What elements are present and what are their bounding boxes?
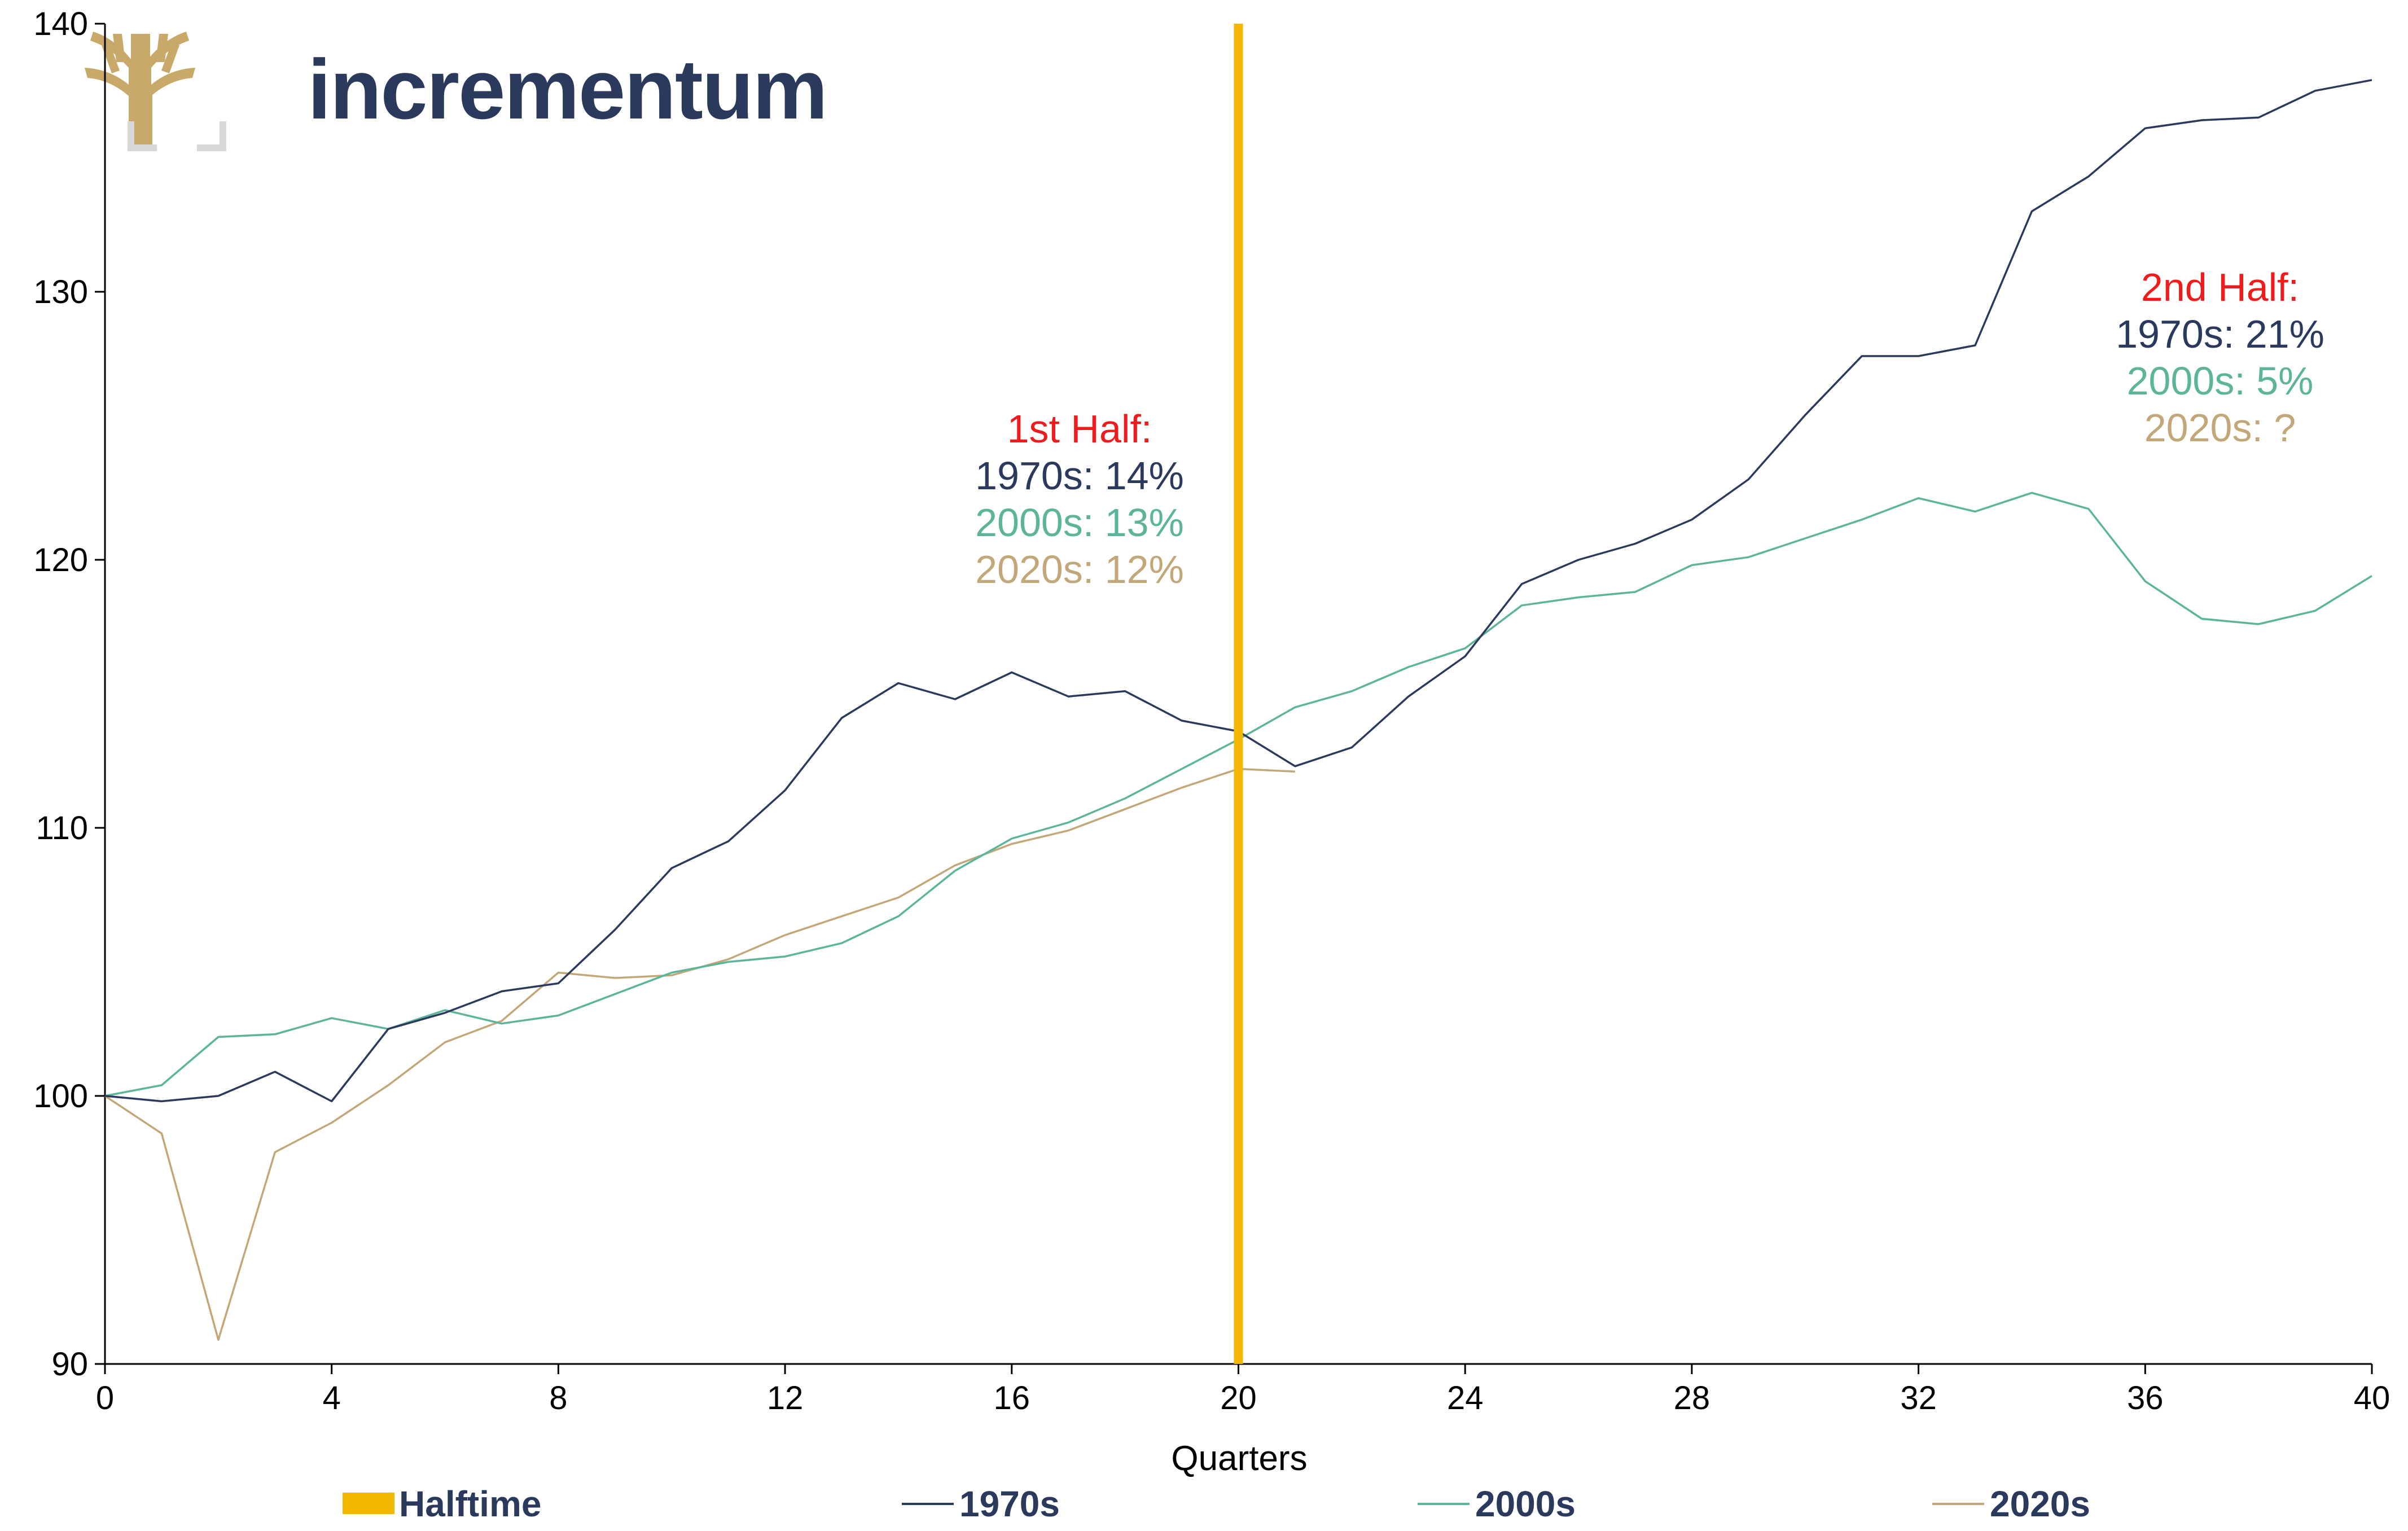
annotation-first-half: 1st Half:1970s: 14%2000s: 13%2020s: 12% bbox=[975, 407, 1184, 591]
annotation-line: 2000s: 5% bbox=[2127, 359, 2314, 403]
legend-item-halftime: Halftime bbox=[343, 1484, 542, 1524]
x-tick-label: 20 bbox=[1220, 1380, 1257, 1416]
annotation-line: 1st Half: bbox=[1007, 407, 1152, 451]
legend: Halftime 1970s 2000s 2020s bbox=[343, 1484, 2090, 1524]
x-axis-title: Quarters bbox=[1171, 1439, 1307, 1478]
y-tick-label: 120 bbox=[33, 542, 88, 578]
x-tick-label: 28 bbox=[1674, 1380, 1710, 1416]
annotation-line: 2020s: 12% bbox=[975, 547, 1184, 591]
legend-item-2020s: 2020s bbox=[1932, 1484, 2090, 1524]
legend-label-1970s: 1970s bbox=[959, 1484, 1060, 1524]
x-tick-label: 24 bbox=[1447, 1380, 1484, 1416]
annotation-second-half: 2nd Half:1970s: 21%2000s: 5%2020s: ? bbox=[2116, 265, 2324, 450]
x-tick-label: 40 bbox=[2354, 1380, 2391, 1416]
annotation-line: 2000s: 13% bbox=[975, 501, 1184, 545]
y-tick-label: 110 bbox=[36, 810, 88, 846]
y-tick-label: 90 bbox=[51, 1346, 88, 1383]
x-tick-label: 36 bbox=[2127, 1380, 2164, 1416]
annotation-line: 1970s: 21% bbox=[2116, 312, 2324, 356]
annotation-line: 1970s: 14% bbox=[975, 454, 1184, 498]
x-tick-label: 16 bbox=[994, 1380, 1030, 1416]
x-tick-label: 8 bbox=[549, 1380, 567, 1416]
annotation-line: 2nd Half: bbox=[2141, 265, 2299, 309]
y-tick-label: 140 bbox=[33, 6, 88, 42]
y-tick-label: 130 bbox=[33, 274, 88, 310]
legend-item-1970s: 1970s bbox=[902, 1484, 1060, 1524]
legend-label-2020s: 2020s bbox=[1990, 1484, 2090, 1524]
legend-swatch-halftime bbox=[343, 1493, 394, 1514]
annotation-line: 2020s: ? bbox=[2144, 406, 2296, 450]
x-tick-label: 12 bbox=[767, 1380, 804, 1416]
x-tick-label: 0 bbox=[96, 1380, 114, 1416]
x-tick-label: 32 bbox=[1900, 1380, 1937, 1416]
y-axis-ticks: 90 100 110 120 130 140 bbox=[33, 6, 105, 1383]
tree-logo-icon bbox=[85, 32, 226, 151]
x-tick-label: 4 bbox=[323, 1380, 341, 1416]
x-axis-ticks: 0 4 8 12 16 20 24 28 32 36 40 bbox=[96, 1364, 2390, 1416]
legend-item-2000s: 2000s bbox=[1418, 1484, 1576, 1524]
legend-label-2000s: 2000s bbox=[1475, 1484, 1576, 1524]
y-tick-label: 100 bbox=[33, 1078, 88, 1115]
legend-label-halftime: Halftime bbox=[399, 1484, 542, 1524]
brand-name: incrementum bbox=[308, 42, 827, 137]
